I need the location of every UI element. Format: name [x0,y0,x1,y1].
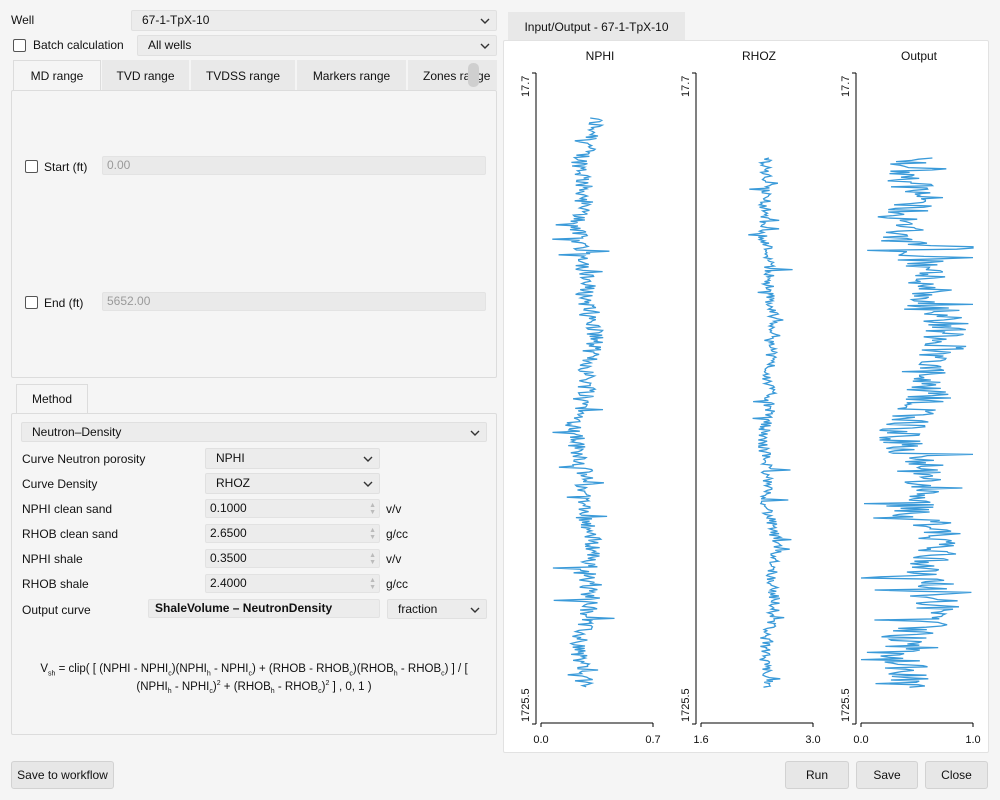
track-title: Output [901,49,938,63]
depth-label-top: 17.7 [520,76,532,97]
rhob-shale-label: RHOB shale [22,577,89,591]
method-select[interactable]: Neutron–Density [21,422,487,442]
chevron-down-icon [480,18,490,24]
save-to-workflow-button[interactable]: Save to workflow [11,761,114,789]
well-select-value: 67-1-TpX-10 [142,13,210,27]
depth-label-bottom: 1725.5 [520,688,532,722]
rhob-clean-unit: g/cc [386,527,409,541]
tab-tvd-range[interactable]: TVD range [102,60,189,90]
chevron-down-icon [470,607,480,613]
batch-select-value: All wells [148,38,192,52]
rhob-clean-value: 2.6500 [210,526,247,540]
tab-method[interactable]: Method [16,384,88,413]
formula-line-2: (NPHIh - NPHIc)2 + (RHOBh - RHOBc)2 ] , … [136,680,372,696]
curve-density-value: RHOZ [216,476,250,490]
rhob-shale-unit: g/cc [386,577,409,591]
start-input[interactable]: 0.00 [102,156,486,175]
chevron-down-icon [470,430,480,436]
nphi-clean-unit: v/v [386,502,402,516]
nphi-shale-value: 0.3500 [210,551,247,565]
spin-arrows-icon[interactable]: ▲ ▼ [369,552,376,566]
chevron-down-icon [363,481,373,487]
nphi-shale-label: NPHI shale [22,552,83,566]
curve-density-label: Curve Density [22,477,98,491]
well-label: Well [11,13,35,27]
tab-tvdss-range[interactable]: TVDSS range [191,60,295,90]
nphi-clean-value: 0.1000 [210,501,247,515]
tab-scroll-handle[interactable] [468,63,479,87]
rhob-clean-spinbox[interactable]: 2.6500 ▲ ▼ [205,524,380,543]
curve-neutron-select[interactable]: NPHI [205,448,380,469]
batch-label: Batch calculation [33,38,124,52]
output-curve-value: ShaleVolume – NeutronDensity [155,601,333,615]
output-unit-value: fraction [398,602,438,616]
depth-label-bottom: 1725.5 [680,688,692,722]
log-curve [748,157,793,688]
spin-arrows-icon[interactable]: ▲ ▼ [369,502,376,516]
nphi-clean-label: NPHI clean sand [22,502,113,516]
nphi-shale-unit: v/v [386,552,402,566]
output-curve-input[interactable]: ShaleVolume – NeutronDensity [148,599,380,618]
rhob-clean-label: RHOB clean sand [22,527,119,541]
close-button[interactable]: Close [925,761,988,789]
curve-density-select[interactable]: RHOZ [205,473,380,494]
formula-line-1: Vsh = clip( [ (NPHI - NPHIc)(NPHIh - NPH… [40,663,468,678]
tab-markers-range[interactable]: Markers range [297,60,406,90]
nphi-clean-spinbox[interactable]: 0.1000 ▲ ▼ [205,499,380,518]
start-checkbox[interactable] [25,160,38,173]
log-curve [860,157,974,688]
range-panel [11,90,497,378]
rhob-shale-spinbox[interactable]: 2.4000 ▲ ▼ [205,574,380,593]
x-tick-label: 3.0 [805,734,820,746]
track-title: RHOZ [742,49,776,63]
start-label: Start (ft) [44,160,88,174]
well-select[interactable]: 67-1-TpX-10 [131,10,497,31]
batch-checkbox[interactable] [13,39,26,52]
end-checkbox[interactable] [25,296,38,309]
output-unit-select[interactable]: fraction [387,599,487,619]
chevron-down-icon [363,456,373,462]
spin-arrows-icon[interactable]: ▲ ▼ [369,577,376,591]
curve-neutron-value: NPHI [216,451,245,465]
track-title: NPHI [586,49,615,63]
depth-label-top: 17.7 [840,76,852,97]
output-curve-label: Output curve [22,603,91,617]
x-tick-label: 0.0 [533,734,548,746]
spin-arrows-icon[interactable]: ▲ ▼ [369,527,376,541]
x-tick-label: 0.0 [853,734,868,746]
depth-label-top: 17.7 [680,76,692,97]
chevron-down-icon [480,43,490,49]
batch-select[interactable]: All wells [137,35,497,56]
end-label: End (ft) [44,296,84,310]
tab-md-range[interactable]: MD range [13,60,101,90]
rhob-shale-value: 2.4000 [210,576,247,590]
x-tick-label: 1.6 [693,734,708,746]
x-tick-label: 1.0 [965,734,980,746]
tab-input-output[interactable]: Input/Output - 67-1-TpX-10 [508,12,685,40]
nphi-shale-spinbox[interactable]: 0.3500 ▲ ▼ [205,549,380,568]
run-button[interactable]: Run [785,761,849,789]
x-tick-label: 0.7 [645,734,660,746]
log-curve [552,117,615,688]
save-button[interactable]: Save [856,761,918,789]
depth-label-bottom: 1725.5 [840,688,852,722]
method-select-value: Neutron–Density [32,425,122,439]
tab-zones-range[interactable]: Zones range [408,60,497,90]
curve-neutron-label: Curve Neutron porosity [22,452,146,466]
end-input[interactable]: 5652.00 [102,292,486,311]
